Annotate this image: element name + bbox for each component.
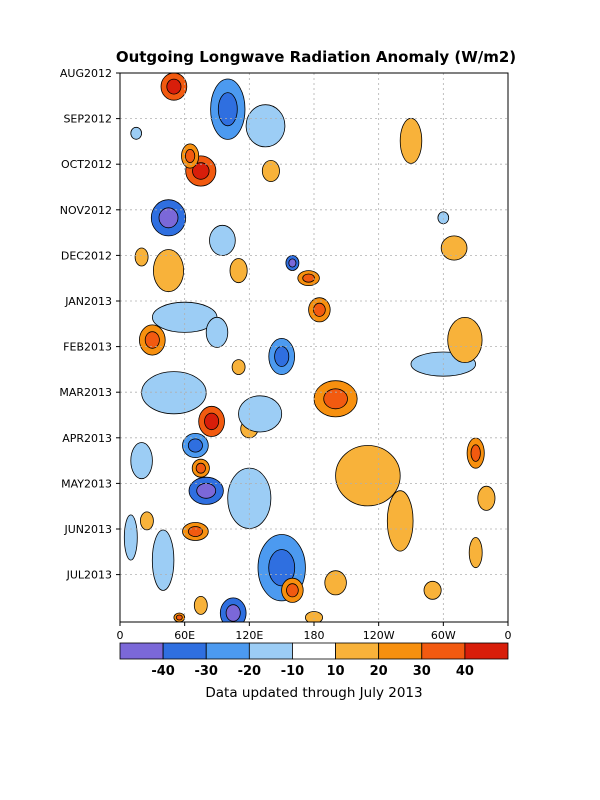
anomaly-regions [123, 73, 496, 622]
anomaly-core [274, 346, 290, 367]
x-tick-label: 120W [363, 629, 395, 642]
footer-note: Data updated through July 2013 [205, 685, 422, 701]
anomaly-core [204, 412, 220, 431]
plot-area: AUG2012 SEP2012 OCT2012 NOV2012 DEC2012 JAN20… [59, 67, 511, 642]
positive-anomaly-region [193, 596, 208, 615]
negative-anomaly-region [245, 104, 286, 148]
y-tick-label: MAY2013 [61, 477, 112, 490]
anomaly-core [187, 438, 203, 453]
y-tick-label: OCT2012 [61, 158, 112, 171]
negative-anomaly-region [151, 529, 175, 591]
colorbar-tick-label: -40 [151, 664, 175, 679]
colorbar-tick-label: 20 [370, 664, 388, 679]
negative-anomaly-region [123, 514, 138, 561]
negative-anomaly-region [238, 395, 283, 433]
colorbar-swatch [292, 642, 336, 660]
colorbar-swatch [421, 642, 466, 660]
negative-anomaly-region [130, 442, 153, 480]
positive-anomaly-region [440, 235, 468, 261]
anomaly-core [323, 388, 348, 410]
colorbar-swatch [162, 642, 207, 660]
positive-anomaly-region [468, 537, 483, 569]
colorbar-tick-label: 30 [413, 664, 431, 679]
anomaly-core [158, 207, 179, 229]
y-tick-label: JUN2013 [63, 523, 112, 536]
anomaly-core [175, 614, 183, 621]
colorbar-tick-label: 10 [327, 664, 345, 679]
y-tick-label: FEB2013 [63, 341, 112, 354]
x-tick-label: 120E [235, 629, 263, 642]
anomaly-core [288, 258, 297, 268]
y-tick-label: MAR2013 [59, 386, 112, 399]
x-tick-label: 0 [505, 629, 512, 642]
x-axis: 0 60E 120E 180 120W 60W 0 [117, 622, 512, 642]
positive-anomaly-region [477, 485, 496, 511]
y-tick-label: AUG2012 [60, 67, 112, 80]
x-tick-label: 180 [304, 629, 325, 642]
x-tick-label: 0 [117, 629, 124, 642]
anomaly-core [196, 482, 217, 499]
positive-anomaly-region [229, 258, 248, 284]
positive-anomaly-region [386, 490, 414, 552]
x-tick-label: 60W [431, 629, 456, 642]
positive-anomaly-region [231, 359, 246, 376]
positive-anomaly-region [152, 249, 184, 293]
negative-anomaly-region [209, 224, 236, 256]
negative-anomaly-region [141, 371, 207, 415]
grid-lines [120, 73, 508, 622]
positive-anomaly-region [447, 316, 483, 363]
positive-anomaly-region [305, 611, 323, 622]
anomaly-core [286, 583, 299, 598]
colorbar-tick-label: -20 [238, 664, 262, 679]
positive-anomaly-region [139, 511, 154, 531]
anomaly-core [268, 549, 296, 587]
anomaly-core [217, 92, 238, 127]
negative-anomaly-region [130, 126, 143, 140]
y-tick-label: JAN2013 [64, 295, 112, 308]
colorbar-swatch [335, 642, 380, 660]
negative-anomaly-region [205, 316, 229, 348]
y-tick-label: NOV2012 [60, 204, 112, 217]
anomaly-core [187, 526, 203, 537]
y-tick-label: DEC2012 [61, 249, 112, 262]
colorbar-swatch [119, 642, 164, 660]
colorbar: -40 -30 -20 -10 10 20 30 40 [119, 642, 509, 679]
colorbar-swatch [464, 642, 509, 660]
anomaly-core [225, 604, 241, 622]
y-tick-label: JUL2013 [66, 569, 112, 582]
colorbar-swatch [205, 642, 250, 660]
y-tick-label: APR2013 [62, 432, 112, 445]
colorbar-tick-label: 40 [456, 664, 474, 679]
anomaly-core [185, 148, 196, 163]
anomaly-core [192, 162, 210, 180]
chart-title: Outgoing Longwave Radiation Anomaly (W/m… [116, 48, 516, 66]
anomaly-core [302, 273, 315, 283]
anomaly-core [313, 302, 326, 317]
x-tick-label: 60E [174, 629, 195, 642]
positive-anomaly-region [324, 570, 347, 596]
y-axis: AUG2012 SEP2012 OCT2012 NOV2012 DEC2012 JAN20… [59, 67, 120, 582]
colorbar-swatch [248, 642, 293, 660]
anomaly-core [144, 331, 160, 349]
y-tick-label: SEP2012 [63, 113, 112, 126]
colorbar-tick-label: -10 [281, 664, 305, 679]
positive-anomaly-region [423, 580, 442, 600]
colorbar-tick-label: -30 [194, 664, 218, 679]
anomaly-core [195, 462, 206, 474]
anomaly-core [470, 444, 481, 462]
positive-anomaly-region [399, 117, 423, 164]
positive-anomaly-region [261, 159, 280, 182]
positive-anomaly-region [335, 445, 401, 507]
colorbar-swatch [378, 642, 423, 660]
anomaly-core [166, 78, 182, 95]
positive-anomaly-region [134, 247, 149, 267]
